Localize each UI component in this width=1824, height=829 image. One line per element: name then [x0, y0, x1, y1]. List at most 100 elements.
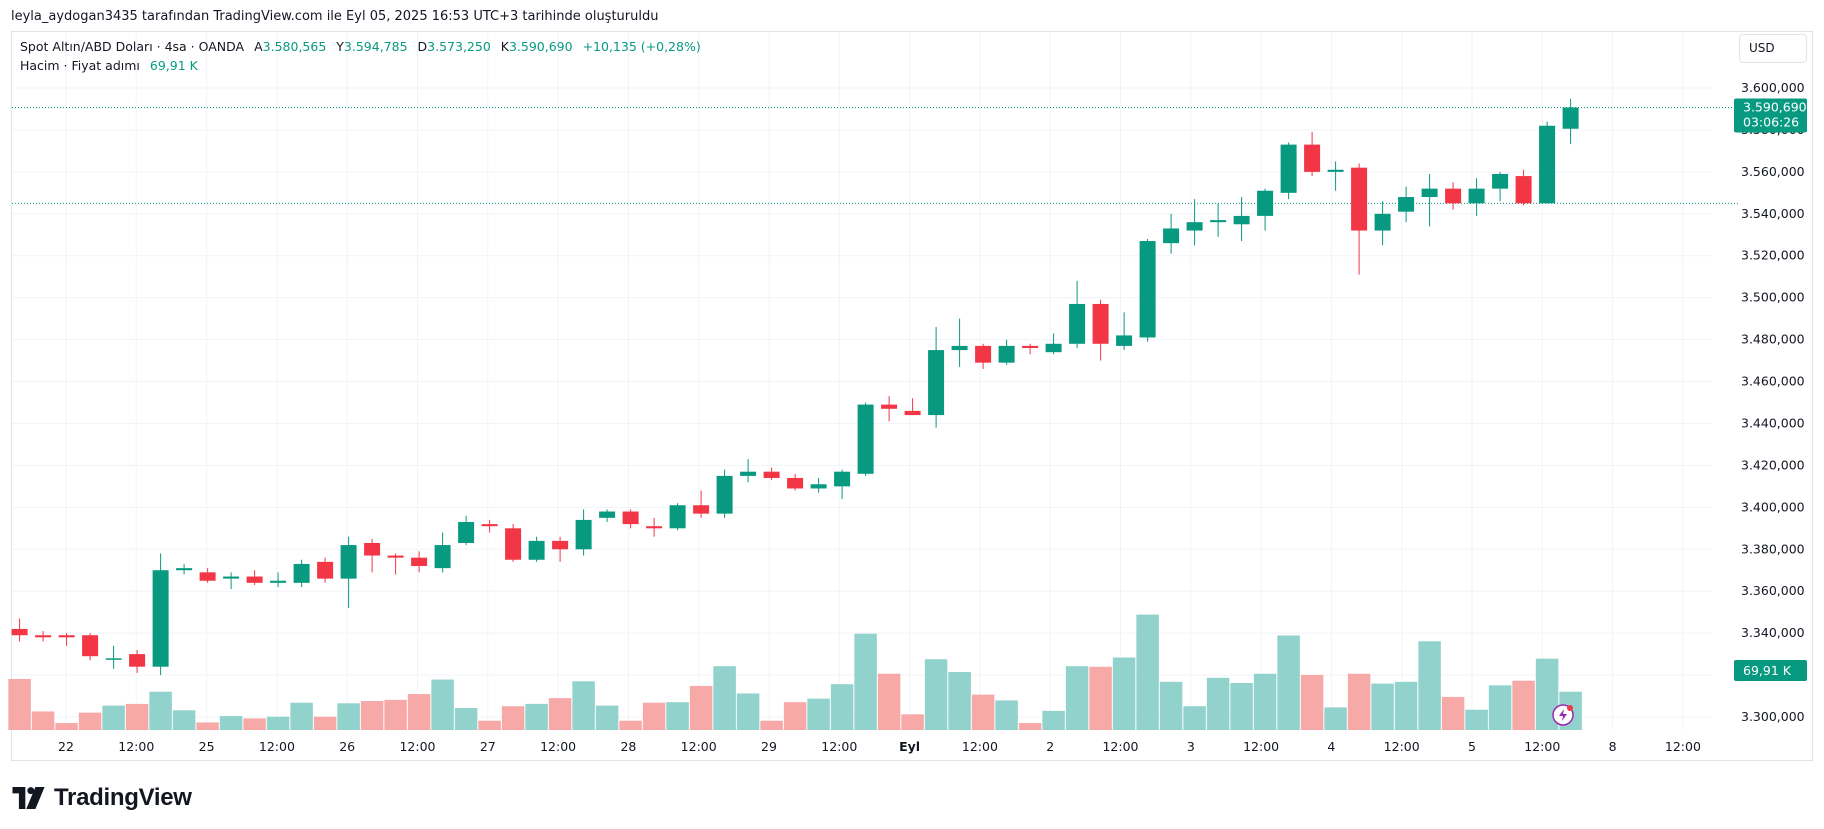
lightning-bolt-icon: [1559, 709, 1567, 721]
y-tick-label: 3.600,000: [1741, 80, 1805, 95]
y-tick-label: 3.500,000: [1741, 290, 1805, 305]
symbol-legend[interactable]: Spot Altın/ABD Doları · 4sa · OANDA A3.5…: [20, 39, 701, 54]
x-tick-label: 12:00: [962, 739, 998, 754]
volume-bar: [1371, 683, 1394, 730]
volume-bar: [266, 716, 290, 730]
volume-bar: [595, 705, 619, 730]
candle-body: [387, 555, 404, 558]
candle-body: [1374, 213, 1391, 231]
volume-bar: [877, 673, 901, 730]
tradingview-logo-icon: [12, 787, 45, 809]
volume-bar: [572, 681, 595, 730]
volume-bar: [1347, 673, 1371, 730]
volume-bar: [971, 694, 995, 730]
candle-body: [716, 475, 733, 514]
candle-body: [481, 524, 498, 527]
candle-body: [1139, 241, 1156, 338]
y-tick-label: 3.480,000: [1741, 332, 1805, 347]
volume-bar: [384, 699, 407, 730]
x-tick-label: 8: [1609, 739, 1617, 754]
candle-body: [364, 542, 381, 556]
volume-bar: [525, 703, 548, 730]
y-tick-label: 3.520,000: [1741, 248, 1805, 263]
high-label: Y: [336, 39, 344, 54]
y-tick-label: 3.360,000: [1741, 583, 1805, 598]
volume-bar: [619, 720, 642, 730]
current-price-label-bg: [1734, 98, 1807, 133]
candle-body: [1186, 222, 1203, 231]
candle-body: [129, 654, 146, 667]
volume-bar: [995, 700, 1018, 730]
x-tick-label: 4: [1327, 739, 1335, 754]
candle-body: [1210, 220, 1227, 223]
candle-body: [11, 628, 28, 636]
x-tick-label: 12:00: [118, 739, 154, 754]
currency-button[interactable]: USD: [1739, 34, 1807, 63]
candle-body: [693, 505, 710, 514]
x-tick-label: 12:00: [681, 739, 717, 754]
chart-canvas[interactable]: 3.600,0003.580,0003.560,0003.540,0003.52…: [0, 0, 1824, 780]
x-tick-label: 12:00: [1243, 739, 1279, 754]
volume-bar: [689, 685, 713, 730]
y-tick-label: 3.420,000: [1741, 457, 1805, 472]
low-label: D: [417, 39, 428, 54]
candle-body: [1022, 345, 1039, 348]
y-tick-label: 3.380,000: [1741, 541, 1805, 556]
volume-bar: [948, 672, 971, 730]
candle-body: [1045, 343, 1062, 353]
candle-body: [1327, 169, 1344, 172]
volume-bar: [548, 698, 572, 730]
volume-bar: [1300, 674, 1324, 730]
candle-body: [834, 471, 851, 487]
candle-body: [552, 540, 569, 550]
volume-bar: [8, 678, 31, 730]
volume-bar: [854, 633, 877, 730]
volume-bar: [1394, 681, 1418, 730]
candle-body: [223, 576, 240, 579]
volume-bar: [666, 702, 689, 730]
candle-body: [246, 576, 263, 583]
volume-bar: [830, 684, 854, 730]
candle-body: [1445, 188, 1462, 204]
volume-bar: [713, 666, 736, 730]
candle-body: [505, 528, 522, 560]
x-tick-label: 3: [1187, 739, 1195, 754]
candle-body: [599, 511, 616, 518]
tradingview-logo-text: TradingView: [54, 784, 192, 811]
x-tick-label: 12:00: [1524, 739, 1560, 754]
candle-body: [58, 635, 75, 638]
volume-axis-label: 69,91 K: [1743, 663, 1792, 678]
tradingview-logo[interactable]: TradingView: [12, 783, 192, 813]
volume-bar: [360, 701, 384, 730]
y-tick-label: 3.440,000: [1741, 415, 1805, 430]
volume-bar: [736, 693, 760, 730]
x-tick-label: 28: [620, 739, 636, 754]
candle-body: [928, 350, 945, 416]
y-tick-label: 3.340,000: [1741, 625, 1805, 640]
volume-bar: [196, 722, 219, 730]
volume-bar: [1206, 677, 1230, 730]
volume-legend[interactable]: Hacim · Fiyat adımı 69,91 K: [20, 58, 198, 73]
volume-bar: [1042, 710, 1065, 730]
candle-body: [669, 505, 686, 529]
volume-bar: [807, 698, 830, 730]
volume-bar: [1136, 614, 1159, 730]
x-tick-label: 12:00: [1384, 739, 1420, 754]
candle-body: [340, 545, 357, 579]
volume-bar: [431, 679, 454, 730]
x-tick-label: 12:00: [821, 739, 857, 754]
candle-body: [763, 471, 780, 478]
candle-body: [458, 522, 475, 543]
candle-body: [998, 345, 1015, 363]
volume-bar: [172, 710, 196, 730]
chart-frame: [11, 31, 1813, 761]
candle-body: [152, 570, 169, 667]
x-tick-label: 22: [58, 739, 74, 754]
candle-body: [411, 557, 428, 567]
x-tick-label: 12:00: [399, 739, 435, 754]
x-tick-label: 25: [199, 739, 215, 754]
open-value: 3.580,565: [262, 39, 327, 54]
volume-bar: [1465, 709, 1488, 730]
volume-bar: [337, 703, 360, 730]
volume-bar: [642, 702, 666, 730]
